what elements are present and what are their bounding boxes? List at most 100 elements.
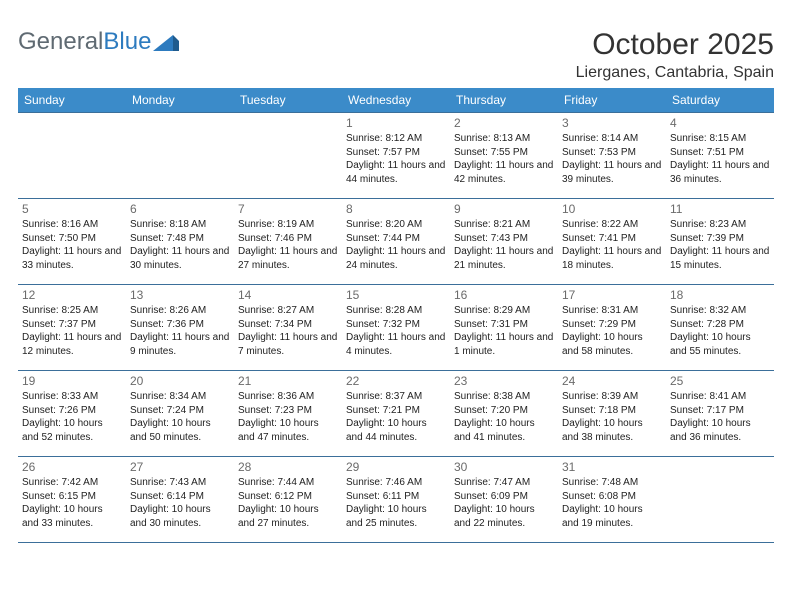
day-details: Sunrise: 8:26 AMSunset: 7:36 PMDaylight:… bbox=[130, 304, 230, 358]
day-number: 15 bbox=[346, 288, 446, 302]
logo-triangle-icon bbox=[153, 33, 179, 51]
calendar-day-cell: 17Sunrise: 8:31 AMSunset: 7:29 PMDayligh… bbox=[558, 285, 666, 371]
day-details: Sunrise: 8:29 AMSunset: 7:31 PMDaylight:… bbox=[454, 304, 554, 358]
day-details: Sunrise: 7:47 AMSunset: 6:09 PMDaylight:… bbox=[454, 476, 554, 530]
calendar-body: 1 Sunrise: 8:12 AMSunset: 7:57 PMDaylight… bbox=[18, 113, 774, 543]
calendar-day-cell: 15 Sunrise: 8:28 AMSunset: 7:32 PMDayligh… bbox=[342, 285, 450, 371]
day-details: Sunrise: 8:28 AMSunset: 7:32 PMDaylight:… bbox=[346, 304, 446, 358]
day-details: Sunrise: 8:19 AMSunset: 7:46 PMDaylight:… bbox=[238, 218, 338, 272]
page-header: GeneralBlue October 2025 Lierganes, Cant… bbox=[18, 28, 774, 82]
weekday-header: Monday bbox=[126, 88, 234, 113]
calendar-header-row: SundayMondayTuesdayWednesdayThursdayFrid… bbox=[18, 88, 774, 113]
title-block: October 2025 Lierganes, Cantabria, Spain bbox=[576, 28, 774, 82]
day-number: 30 bbox=[454, 460, 554, 474]
calendar-day-cell: 14 Sunrise: 8:27 AMSunset: 7:34 PMDayligh… bbox=[234, 285, 342, 371]
logo-text-general: General bbox=[18, 28, 103, 56]
day-number: 1 bbox=[346, 116, 446, 130]
weekday-header: Thursday bbox=[450, 88, 558, 113]
day-number: 9 bbox=[454, 202, 554, 216]
day-details: Sunrise: 8:13 AMSunset: 7:55 PMDaylight:… bbox=[454, 132, 554, 186]
logo: GeneralBlue bbox=[18, 28, 179, 56]
day-number: 28 bbox=[238, 460, 338, 474]
calendar-day-cell: 6Sunrise: 8:18 AMSunset: 7:48 PMDaylight… bbox=[126, 199, 234, 285]
day-details: Sunrise: 7:48 AMSunset: 6:08 PMDaylight:… bbox=[562, 476, 662, 530]
day-details: Sunrise: 8:32 AMSunset: 7:28 PMDaylight:… bbox=[670, 304, 770, 358]
day-number: 31 bbox=[562, 460, 662, 474]
day-details: Sunrise: 7:42 AMSunset: 6:15 PMDaylight:… bbox=[22, 476, 122, 530]
day-details: Sunrise: 8:20 AMSunset: 7:44 PMDaylight:… bbox=[346, 218, 446, 272]
calendar-day-cell bbox=[234, 113, 342, 199]
calendar-day-cell: 1 Sunrise: 8:12 AMSunset: 7:57 PMDaylight… bbox=[342, 113, 450, 199]
day-details: Sunrise: 8:39 AMSunset: 7:18 PMDaylight:… bbox=[562, 390, 662, 444]
day-number: 16 bbox=[454, 288, 554, 302]
calendar-day-cell: 11 Sunrise: 8:23 AMSunset: 7:39 PMDayligh… bbox=[666, 199, 774, 285]
day-number: 24 bbox=[562, 374, 662, 388]
calendar-table: SundayMondayTuesdayWednesdayThursdayFrid… bbox=[18, 88, 774, 543]
day-details: Sunrise: 7:43 AMSunset: 6:14 PMDaylight:… bbox=[130, 476, 230, 530]
day-number: 25 bbox=[670, 374, 770, 388]
day-number: 14 bbox=[238, 288, 338, 302]
calendar-day-cell: 21 Sunrise: 8:36 AMSunset: 7:23 PMDayligh… bbox=[234, 371, 342, 457]
weekday-header: Saturday bbox=[666, 88, 774, 113]
calendar-day-cell: 12Sunrise: 8:25 AMSunset: 7:37 PMDayligh… bbox=[18, 285, 126, 371]
calendar-day-cell: 27 Sunrise: 7:43 AMSunset: 6:14 PMDayligh… bbox=[126, 457, 234, 543]
calendar-day-cell: 8Sunrise: 8:20 AMSunset: 7:44 PMDaylight… bbox=[342, 199, 450, 285]
day-number: 29 bbox=[346, 460, 446, 474]
calendar-day-cell: 25 Sunrise: 8:41 AMSunset: 7:17 PMDayligh… bbox=[666, 371, 774, 457]
day-details: Sunrise: 8:33 AMSunset: 7:26 PMDaylight:… bbox=[22, 390, 122, 444]
calendar-day-cell: 29 Sunrise: 7:46 AMSunset: 6:11 PMDayligh… bbox=[342, 457, 450, 543]
calendar-day-cell: 22 Sunrise: 8:37 AMSunset: 7:21 PMDayligh… bbox=[342, 371, 450, 457]
day-details: Sunrise: 7:46 AMSunset: 6:11 PMDaylight:… bbox=[346, 476, 446, 530]
day-details: Sunrise: 8:34 AMSunset: 7:24 PMDaylight:… bbox=[130, 390, 230, 444]
calendar-day-cell: 4 Sunrise: 8:15 AMSunset: 7:51 PMDaylight… bbox=[666, 113, 774, 199]
location-text: Lierganes, Cantabria, Spain bbox=[576, 64, 774, 82]
day-details: Sunrise: 8:25 AMSunset: 7:37 PMDaylight:… bbox=[22, 304, 122, 358]
day-number: 19 bbox=[22, 374, 122, 388]
day-details: Sunrise: 8:14 AMSunset: 7:53 PMDaylight:… bbox=[562, 132, 662, 186]
calendar-day-cell: 10Sunrise: 8:22 AMSunset: 7:41 PMDayligh… bbox=[558, 199, 666, 285]
calendar-day-cell: 13 Sunrise: 8:26 AMSunset: 7:36 PMDayligh… bbox=[126, 285, 234, 371]
calendar-day-cell bbox=[18, 113, 126, 199]
day-details: Sunrise: 8:37 AMSunset: 7:21 PMDaylight:… bbox=[346, 390, 446, 444]
calendar-day-cell: 3 Sunrise: 8:14 AMSunset: 7:53 PMDaylight… bbox=[558, 113, 666, 199]
day-details: Sunrise: 8:23 AMSunset: 7:39 PMDaylight:… bbox=[670, 218, 770, 272]
day-details: Sunrise: 8:27 AMSunset: 7:34 PMDaylight:… bbox=[238, 304, 338, 358]
day-number: 27 bbox=[130, 460, 230, 474]
day-details: Sunrise: 8:36 AMSunset: 7:23 PMDaylight:… bbox=[238, 390, 338, 444]
calendar-week-row: 1 Sunrise: 8:12 AMSunset: 7:57 PMDaylight… bbox=[18, 113, 774, 199]
day-details: Sunrise: 8:16 AMSunset: 7:50 PMDaylight:… bbox=[22, 218, 122, 272]
day-details: Sunrise: 8:18 AMSunset: 7:48 PMDaylight:… bbox=[130, 218, 230, 272]
day-number: 26 bbox=[22, 460, 122, 474]
calendar-week-row: 19 Sunrise: 8:33 AMSunset: 7:26 PMDayligh… bbox=[18, 371, 774, 457]
day-details: Sunrise: 8:21 AMSunset: 7:43 PMDaylight:… bbox=[454, 218, 554, 272]
calendar-page: GeneralBlue October 2025 Lierganes, Cant… bbox=[0, 0, 792, 553]
day-number: 21 bbox=[238, 374, 338, 388]
day-number: 3 bbox=[562, 116, 662, 130]
day-number: 13 bbox=[130, 288, 230, 302]
day-details: Sunrise: 8:38 AMSunset: 7:20 PMDaylight:… bbox=[454, 390, 554, 444]
calendar-day-cell: 16 Sunrise: 8:29 AMSunset: 7:31 PMDayligh… bbox=[450, 285, 558, 371]
day-details: Sunrise: 8:15 AMSunset: 7:51 PMDaylight:… bbox=[670, 132, 770, 186]
day-details: Sunrise: 8:41 AMSunset: 7:17 PMDaylight:… bbox=[670, 390, 770, 444]
day-number: 20 bbox=[130, 374, 230, 388]
weekday-header: Tuesday bbox=[234, 88, 342, 113]
day-number: 2 bbox=[454, 116, 554, 130]
calendar-day-cell: 28Sunrise: 7:44 AMSunset: 6:12 PMDayligh… bbox=[234, 457, 342, 543]
calendar-day-cell: 18 Sunrise: 8:32 AMSunset: 7:28 PMDayligh… bbox=[666, 285, 774, 371]
calendar-day-cell: 9 Sunrise: 8:21 AMSunset: 7:43 PMDaylight… bbox=[450, 199, 558, 285]
day-number: 22 bbox=[346, 374, 446, 388]
month-title: October 2025 bbox=[576, 28, 774, 62]
day-details: Sunrise: 8:31 AMSunset: 7:29 PMDaylight:… bbox=[562, 304, 662, 358]
calendar-day-cell: 5Sunrise: 8:16 AMSunset: 7:50 PMDaylight… bbox=[18, 199, 126, 285]
day-number: 18 bbox=[670, 288, 770, 302]
day-number: 11 bbox=[670, 202, 770, 216]
calendar-day-cell: 7Sunrise: 8:19 AMSunset: 7:46 PMDaylight… bbox=[234, 199, 342, 285]
weekday-header: Friday bbox=[558, 88, 666, 113]
weekday-header: Wednesday bbox=[342, 88, 450, 113]
day-number: 4 bbox=[670, 116, 770, 130]
calendar-day-cell: 30 Sunrise: 7:47 AMSunset: 6:09 PMDayligh… bbox=[450, 457, 558, 543]
calendar-day-cell bbox=[666, 457, 774, 543]
calendar-day-cell: 24 Sunrise: 8:39 AMSunset: 7:18 PMDayligh… bbox=[558, 371, 666, 457]
calendar-week-row: 5Sunrise: 8:16 AMSunset: 7:50 PMDaylight… bbox=[18, 199, 774, 285]
day-details: Sunrise: 8:12 AMSunset: 7:57 PMDaylight:… bbox=[346, 132, 446, 186]
